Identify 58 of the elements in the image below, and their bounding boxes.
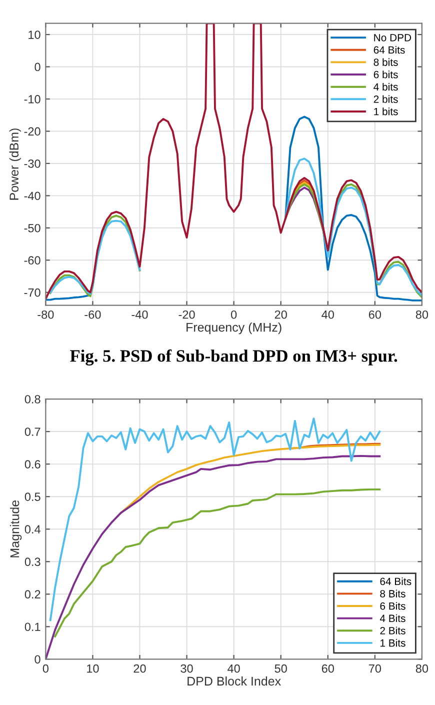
y-axis-title: Power (dBm) bbox=[9, 128, 21, 200]
x-tick-label: 20 bbox=[274, 310, 287, 319]
x-tick-label: 10 bbox=[87, 664, 99, 673]
y-tick-label: 0.5 bbox=[24, 492, 40, 501]
x-tick-label: 0 bbox=[42, 664, 48, 673]
legend-label: 2 Bits bbox=[380, 626, 406, 634]
legend-label: 64 Bits bbox=[374, 46, 405, 54]
y-tick-label: -30 bbox=[24, 159, 40, 168]
x-tick-label: 0 bbox=[230, 310, 237, 319]
line-series bbox=[49, 418, 381, 622]
x-tick-label: 30 bbox=[180, 664, 193, 673]
x-tick-label: 40 bbox=[228, 664, 240, 673]
y-tick-label: -60 bbox=[24, 256, 40, 265]
y-tick-label: 0 bbox=[34, 62, 40, 72]
x-tick-label: -60 bbox=[84, 310, 101, 319]
x-tick-label: 60 bbox=[368, 310, 382, 319]
x-tick-label: 20 bbox=[134, 664, 146, 673]
y-tick-label: 10 bbox=[28, 30, 40, 39]
x-tick-label: -40 bbox=[132, 310, 148, 319]
y-tick-label: 0.2 bbox=[24, 590, 40, 599]
line-series bbox=[54, 488, 381, 638]
y-axis-title: Magnitude bbox=[10, 500, 22, 558]
line-series bbox=[46, 454, 381, 660]
x-axis-title: DPD Block Index bbox=[188, 676, 281, 686]
legend-label: 1 Bits bbox=[380, 639, 406, 647]
x-tick-label: 80 bbox=[416, 664, 428, 673]
legend-label: 8 Bits bbox=[380, 590, 406, 598]
caption: Fig. 5. PSD of Sub-band DPD on IM3+ spur. bbox=[70, 349, 398, 366]
y-tick-label: 0.6 bbox=[24, 460, 40, 468]
legend-label: 8 bits bbox=[374, 58, 398, 66]
y-tick-label: 0.1 bbox=[24, 622, 40, 632]
legend-label: No DPD bbox=[374, 34, 412, 42]
legend-label: 64 Bits bbox=[380, 577, 412, 586]
legend-label: 2 bits bbox=[374, 95, 398, 103]
x-tick-label: 70 bbox=[368, 664, 382, 673]
y-tick-label: -20 bbox=[24, 127, 40, 136]
legend-label: 4 Bits bbox=[380, 614, 406, 622]
x-tick-label: 80 bbox=[416, 310, 428, 319]
y-tick-label: -40 bbox=[24, 192, 40, 200]
y-tick-label: 0.7 bbox=[24, 428, 40, 436]
x-tick-label: 50 bbox=[274, 664, 287, 673]
legend-label: 6 bits bbox=[374, 70, 398, 78]
legend-label: 6 Bits bbox=[380, 602, 406, 610]
x-tick-label: -20 bbox=[178, 310, 195, 319]
legend-label: 1 bits bbox=[374, 108, 398, 116]
y-tick-label: 0 bbox=[34, 655, 40, 664]
x-tick-label: -80 bbox=[38, 310, 54, 319]
y-tick-label: 0.4 bbox=[24, 525, 40, 534]
y-tick-label: 0.3 bbox=[24, 558, 40, 566]
x-tick-label: 60 bbox=[322, 664, 334, 673]
x-tick-label: 40 bbox=[322, 310, 334, 319]
y-tick-label: -50 bbox=[24, 224, 40, 232]
line-series bbox=[120, 444, 381, 514]
x-axis-title: Frequency (MHz) bbox=[186, 322, 282, 334]
y-tick-label: -70 bbox=[24, 288, 40, 297]
legend-label: 4 bits bbox=[374, 82, 398, 91]
y-tick-label: 0.8 bbox=[24, 395, 40, 404]
y-tick-label: -10 bbox=[24, 95, 40, 104]
